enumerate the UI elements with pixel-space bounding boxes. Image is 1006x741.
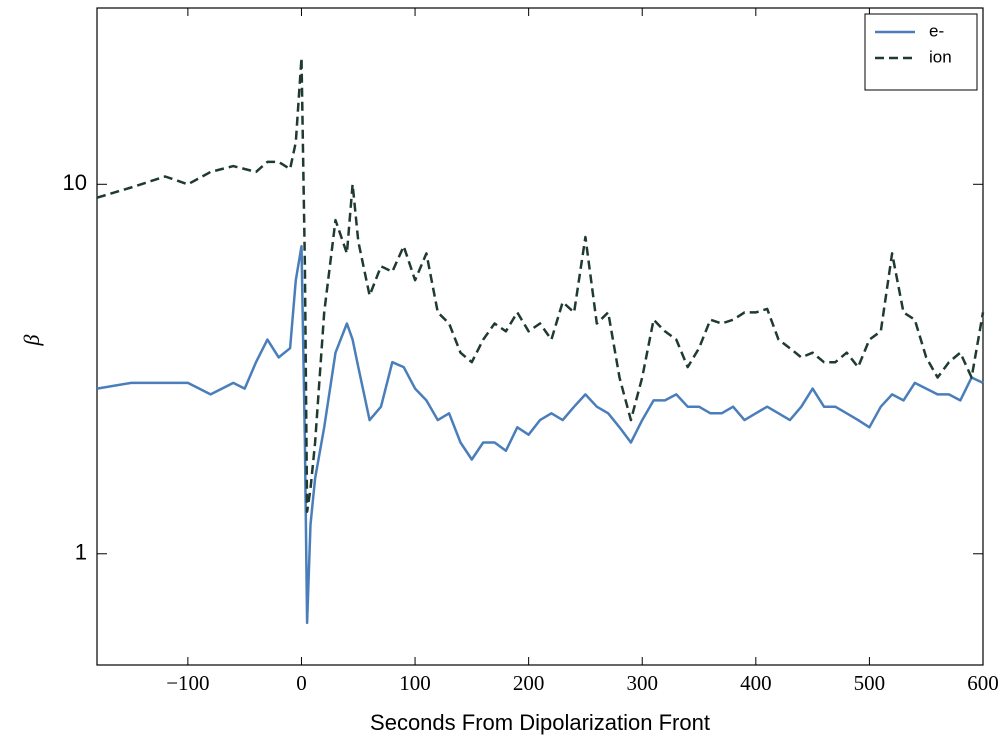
series-line: [96, 244, 984, 625]
x-axis-label: Seconds From Dipolarization Front: [370, 710, 710, 735]
legend-label: e-: [929, 21, 944, 40]
series-line: [96, 56, 985, 513]
x-tick-label: 0: [296, 671, 307, 695]
x-tick-label: 100: [399, 671, 431, 695]
x-tick-label: 300: [626, 671, 658, 695]
x-tick-label: −100: [166, 671, 209, 695]
legend-label: ion: [929, 47, 952, 66]
y-tick-label: 1: [75, 540, 87, 565]
legend-box: [864, 13, 978, 91]
plot-frame: [96, 7, 984, 666]
x-tick-label: 500: [854, 671, 886, 695]
y-tick-label: 10: [63, 170, 87, 195]
x-tick-label: 400: [740, 671, 772, 695]
x-tick-label: 200: [513, 671, 545, 695]
y-axis-label: β: [19, 334, 44, 346]
x-tick-label: 600: [967, 671, 999, 695]
